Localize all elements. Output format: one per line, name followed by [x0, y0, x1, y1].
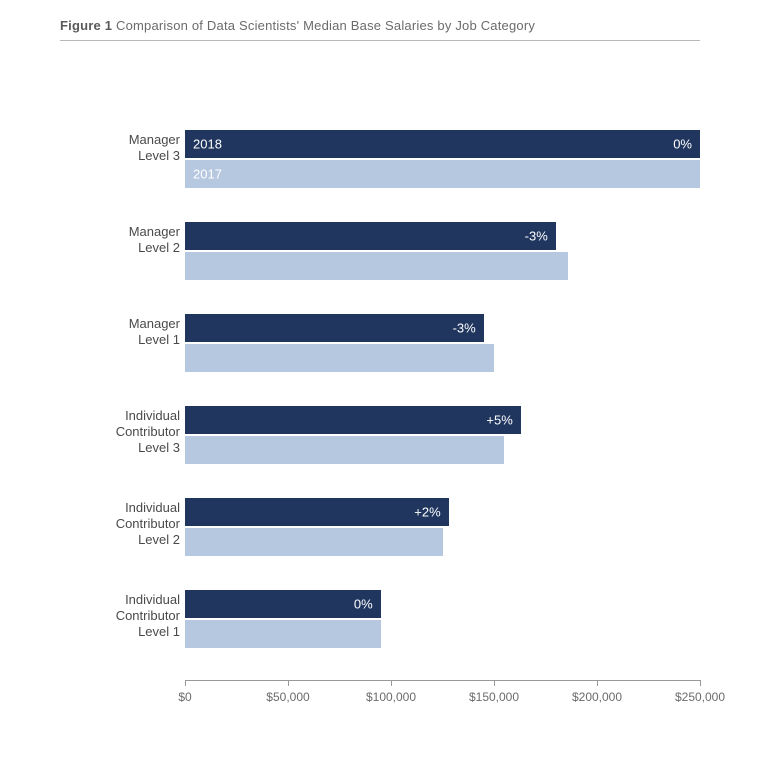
- x-axis-tick-label: $150,000: [469, 690, 519, 704]
- pct-change-label: -3%: [453, 321, 476, 336]
- x-axis-tick: [494, 680, 495, 686]
- y-axis-label-line: Contributor: [116, 424, 180, 440]
- bar-2018: -3%: [185, 314, 484, 342]
- y-axis-label-line: Manager: [129, 316, 180, 332]
- bar-2017: [185, 436, 504, 464]
- y-axis-label-line: Contributor: [116, 516, 180, 532]
- x-axis-tick-label: $250,000: [675, 690, 725, 704]
- bar-group: 0%: [185, 590, 700, 648]
- x-axis-tick: [288, 680, 289, 686]
- pct-change-label: -3%: [525, 229, 548, 244]
- bar-2017: [185, 528, 443, 556]
- x-axis-tick-label: $100,000: [366, 690, 416, 704]
- y-axis-label-line: Individual: [116, 500, 180, 516]
- y-axis-label-line: Contributor: [116, 608, 180, 624]
- pct-change-label: 0%: [354, 597, 373, 612]
- bar-2017: [185, 344, 494, 372]
- x-axis-tick-label: $0: [178, 690, 191, 704]
- y-axis-labels: ManagerLevel 3ManagerLevel 2ManagerLevel…: [60, 120, 180, 680]
- figure-title-prefix: Figure 1: [60, 18, 112, 33]
- x-axis-tick: [597, 680, 598, 686]
- pct-change-label: 0%: [673, 137, 692, 152]
- bar-group: +5%: [185, 406, 700, 464]
- y-axis-label: IndividualContributorLevel 1: [116, 592, 180, 640]
- bar-2017: [185, 252, 568, 280]
- bar-group: 2018 0% 2017: [185, 130, 700, 188]
- bar-2018: -3%: [185, 222, 556, 250]
- y-axis-label-line: Manager: [129, 132, 180, 148]
- x-axis-tick-label: $50,000: [266, 690, 309, 704]
- x-axis-tick: [185, 680, 186, 686]
- x-axis-tick: [391, 680, 392, 686]
- bar-2017: [185, 620, 381, 648]
- y-axis-label-line: Level 3: [116, 440, 180, 456]
- series-legend-2017: 2017: [193, 167, 222, 182]
- salary-chart: ManagerLevel 3ManagerLevel 2ManagerLevel…: [60, 120, 700, 710]
- y-axis-label-line: Level 3: [129, 148, 180, 164]
- y-axis-label-line: Individual: [116, 408, 180, 424]
- y-axis-label: IndividualContributorLevel 3: [116, 408, 180, 456]
- y-axis-label-line: Level 2: [129, 240, 180, 256]
- title-rule: [60, 40, 700, 41]
- bar-group: -3%: [185, 314, 700, 372]
- y-axis-label-line: Manager: [129, 224, 180, 240]
- bar-2018: 0%: [185, 590, 381, 618]
- x-axis-line: [185, 680, 700, 681]
- y-axis-label: ManagerLevel 1: [129, 316, 180, 348]
- figure-title-rest: Comparison of Data Scientists' Median Ba…: [112, 18, 535, 33]
- y-axis-label-line: Level 1: [116, 624, 180, 640]
- y-axis-label: IndividualContributorLevel 2: [116, 500, 180, 548]
- y-axis-label-line: Level 2: [116, 532, 180, 548]
- y-axis-label-line: Level 1: [129, 332, 180, 348]
- bar-group: -3%: [185, 222, 700, 280]
- series-legend-2018: 2018: [193, 137, 222, 152]
- bar-2017: 2017: [185, 160, 700, 188]
- y-axis-label-line: Individual: [116, 592, 180, 608]
- bar-2018: 2018 0%: [185, 130, 700, 158]
- x-axis-tick: [700, 680, 701, 686]
- y-axis-label: ManagerLevel 2: [129, 224, 180, 256]
- pct-change-label: +2%: [414, 505, 440, 520]
- x-axis: $0$50,000$100,000$150,000$200,000$250,00…: [185, 680, 700, 710]
- plot-area: 2018 0% 2017 -3% -3% +5% +2% 0%: [185, 120, 700, 680]
- bar-2018: +5%: [185, 406, 521, 434]
- pct-change-label: +5%: [486, 413, 512, 428]
- bar-group: +2%: [185, 498, 700, 556]
- figure-title: Figure 1 Comparison of Data Scientists' …: [60, 18, 535, 33]
- x-axis-tick-label: $200,000: [572, 690, 622, 704]
- y-axis-label: ManagerLevel 3: [129, 132, 180, 164]
- bar-2018: +2%: [185, 498, 449, 526]
